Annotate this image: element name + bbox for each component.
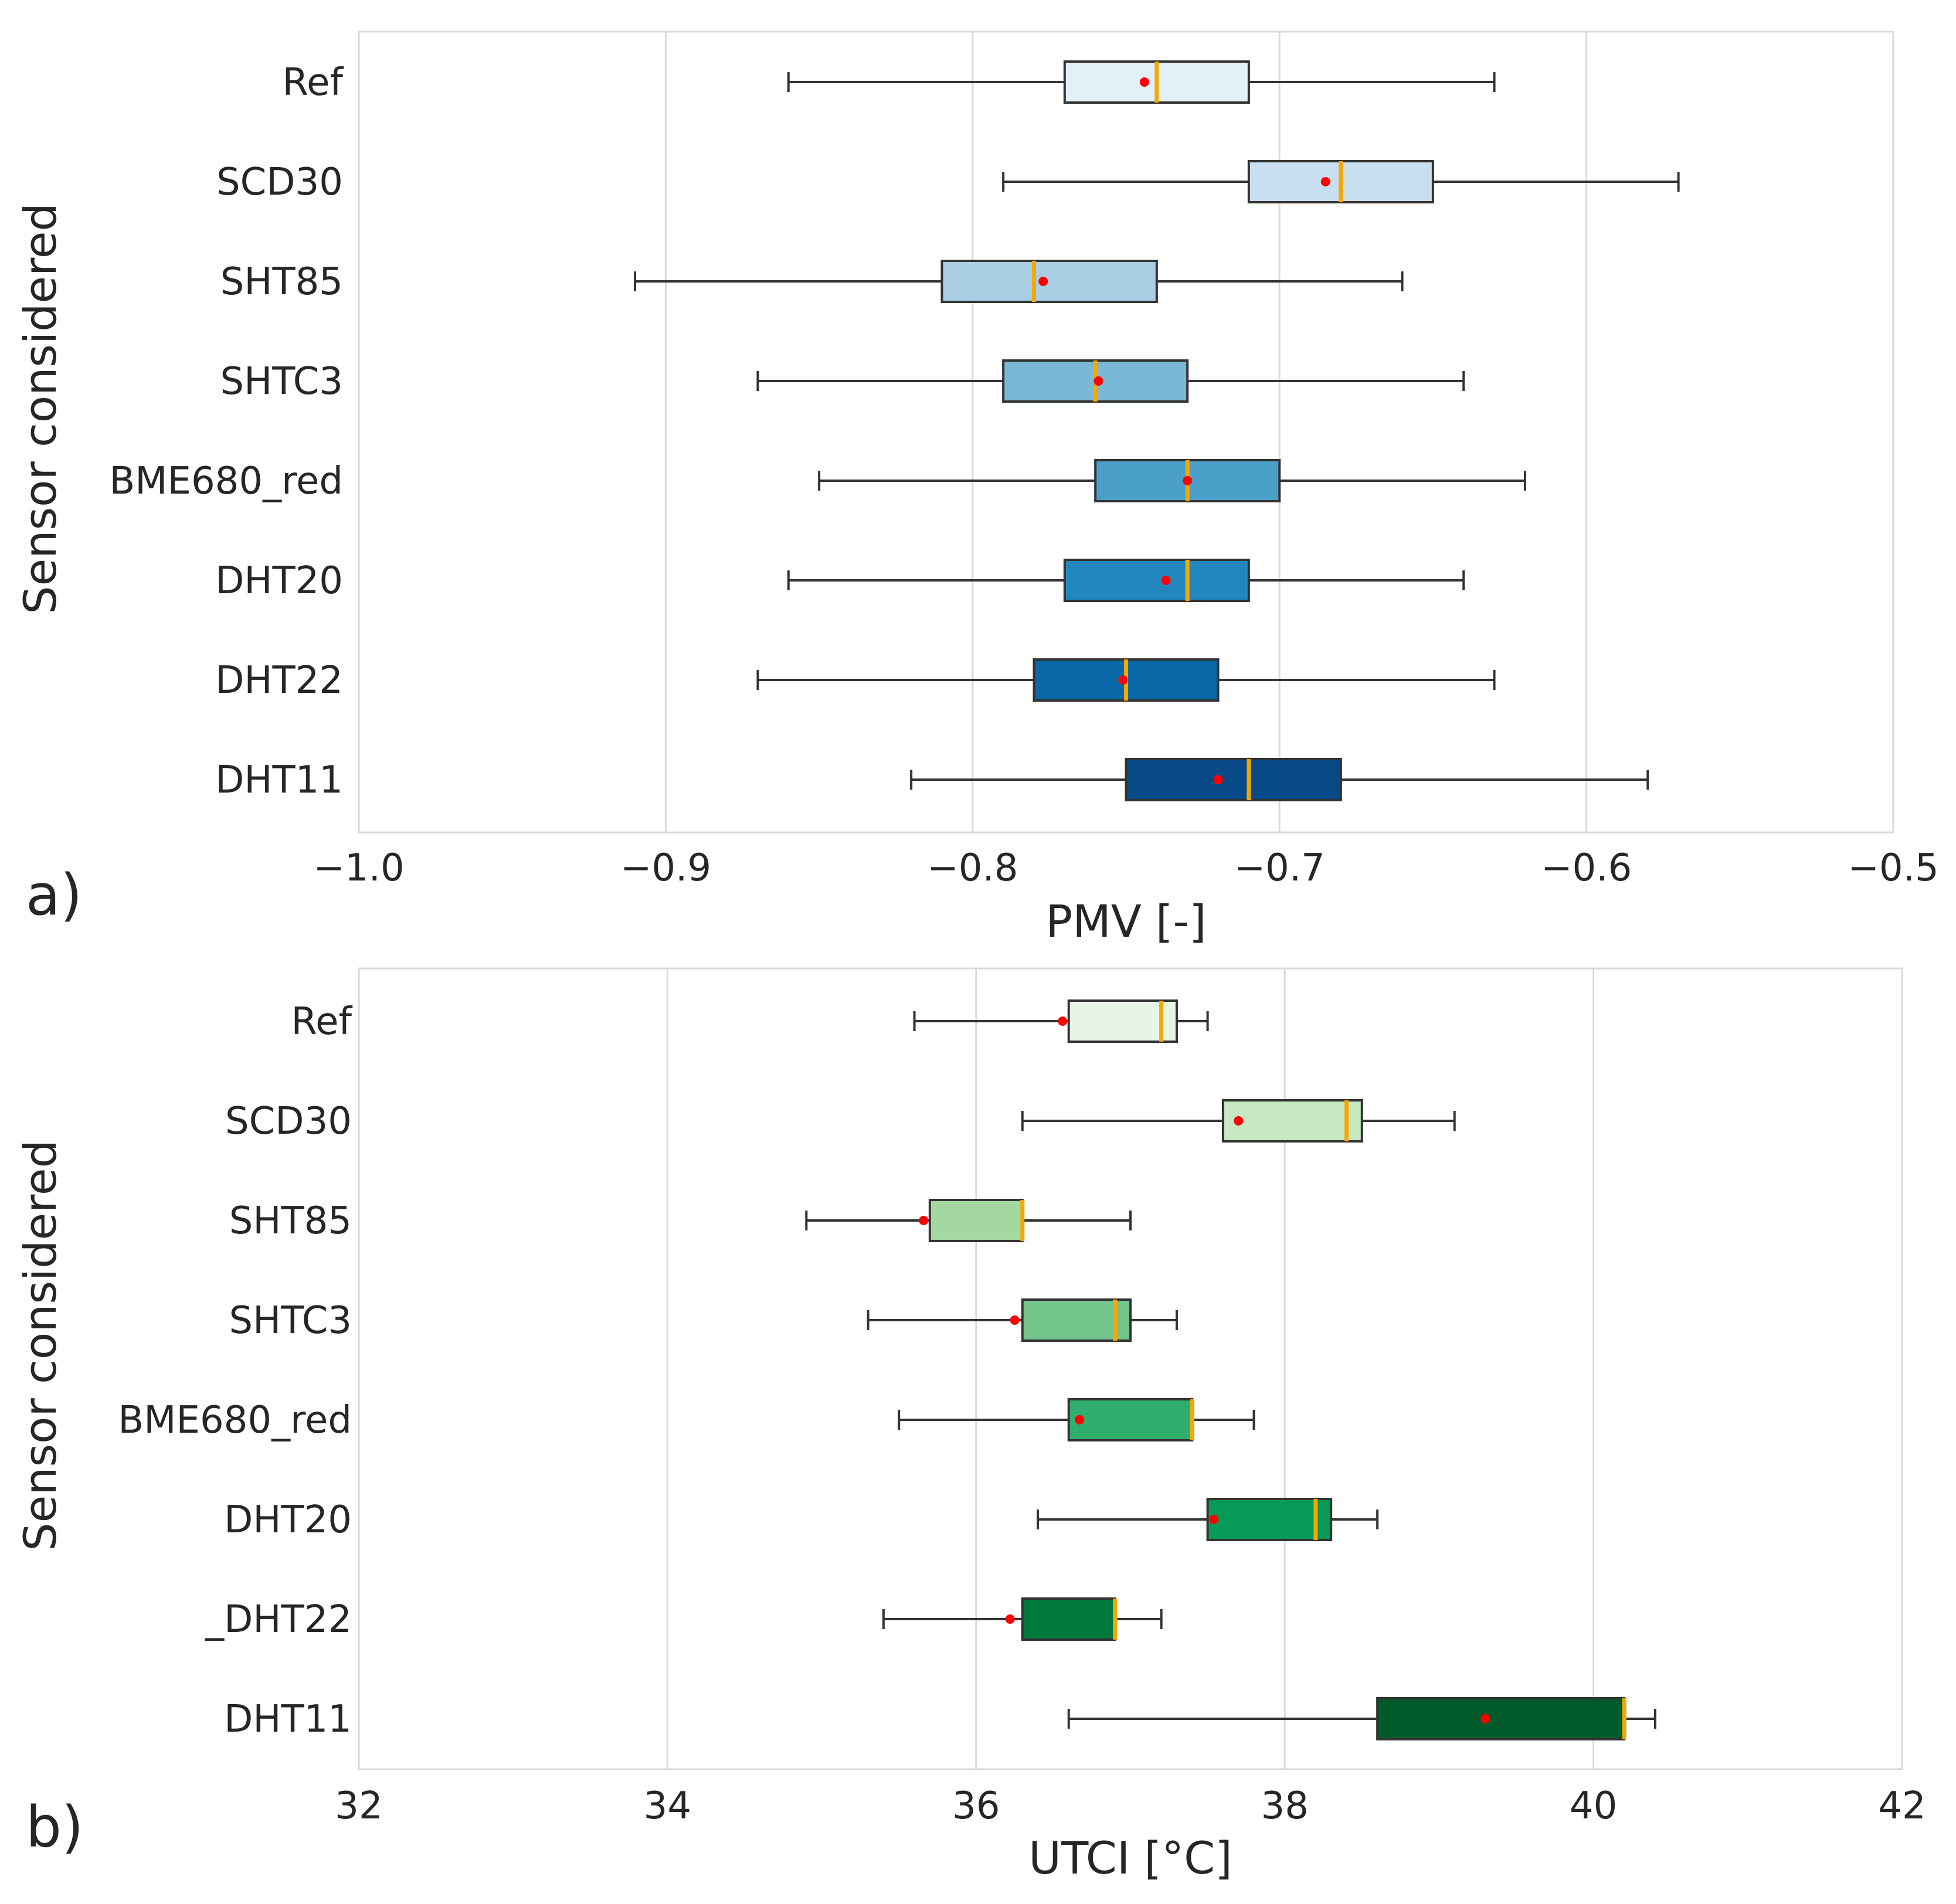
y-tick-label: SHT85 [220, 260, 343, 304]
x-tick-label: −0.5 [1848, 846, 1938, 890]
y-tick-label: SHTC3 [229, 1299, 352, 1342]
x-tick-label: 34 [644, 1784, 691, 1828]
y-tick-label: BME680_red [109, 460, 343, 503]
y-tick-label: DHT22 [215, 659, 343, 702]
box-dht22: DHT22 [215, 658, 1496, 702]
mean-point [1038, 277, 1048, 286]
mean-point [1118, 675, 1128, 685]
mean-point [1480, 1714, 1490, 1723]
box-iqr [1221, 1099, 1363, 1143]
y-tick-label: DHT20 [224, 1498, 352, 1542]
x-tick-label: 32 [335, 1784, 382, 1828]
y-tick-label: DHT11 [224, 1698, 352, 1741]
mean-point [1010, 1315, 1020, 1325]
box-ref: Ref [291, 999, 1209, 1043]
box-iqr [1376, 1697, 1626, 1740]
y-tick-label: DHT20 [215, 559, 343, 603]
mean-point [1161, 576, 1171, 585]
box-sht85: SHT85 [220, 260, 1404, 304]
box-iqr [1206, 1498, 1333, 1541]
y-tick-label: Ref [291, 1000, 353, 1043]
box-bme680_red: BME680_red [109, 459, 1526, 503]
panel-label: a) [26, 862, 82, 928]
mean-point [1139, 77, 1149, 87]
box-iqr [1067, 999, 1178, 1043]
box-iqr [1021, 1597, 1116, 1641]
box-scd30: SCD30 [225, 1099, 1456, 1143]
mean-point [1234, 1116, 1244, 1126]
x-tick-label: −0.6 [1541, 846, 1632, 890]
y-axis-title: Sensor considered [14, 203, 66, 614]
mean-point [1213, 775, 1223, 784]
x-axis-title: UTCI [°C] [1028, 1832, 1232, 1884]
mean-point [1094, 376, 1103, 386]
box-iqr [1021, 1298, 1132, 1342]
mean-point [1209, 1515, 1219, 1524]
plot-frame [358, 967, 1903, 1770]
box-dht11: DHT11 [224, 1697, 1656, 1741]
plot-frame [358, 30, 1894, 834]
y-tick-label: _DHT22 [205, 1598, 352, 1641]
x-tick-label: −0.7 [1234, 846, 1325, 890]
box-dht20: DHT20 [215, 559, 1465, 603]
mean-point [1075, 1415, 1085, 1424]
x-tick-label: −0.9 [620, 846, 711, 890]
box-iqr [1067, 1398, 1194, 1441]
y-tick-label: SCD30 [216, 161, 343, 204]
mean-point [1183, 476, 1193, 485]
y-tick-label: SHT85 [229, 1199, 352, 1243]
x-tick-label: 36 [952, 1784, 1000, 1828]
box-iqr [928, 1199, 1024, 1242]
panel-label: b) [26, 1794, 83, 1860]
panel-a: −1.0 −0.9 −0.8 −0.7 −0.6 −0.5 PMV [-] Sensor co… [14, 30, 1939, 947]
box-iqr [1063, 559, 1250, 602]
panel-b: 32 34 36 38 40 42 UTCI [°C] Sensor considered b)… [14, 967, 1926, 1884]
y-tick-label: SHTC3 [220, 360, 344, 403]
box-sht85: SHT85 [229, 1199, 1132, 1243]
box-ref: Ref [283, 60, 1496, 104]
x-tick-label: 42 [1878, 1784, 1926, 1828]
mean-point [919, 1216, 929, 1225]
box-dht20: DHT20 [224, 1498, 1379, 1542]
y-tick-label: Ref [283, 61, 344, 104]
x-tick-label: 40 [1570, 1784, 1617, 1828]
box-iqr [940, 260, 1158, 303]
y-tick-label: BME680_red [118, 1399, 352, 1442]
box-dht11: DHT11 [215, 758, 1649, 802]
y-tick-label: DHT11 [215, 759, 343, 802]
x-tick-label: −0.8 [927, 846, 1018, 890]
box-iqr [1125, 758, 1342, 801]
x-tick-label: −1.0 [313, 846, 404, 890]
mean-point [1058, 1016, 1068, 1026]
y-tick-label: SCD30 [225, 1100, 352, 1143]
box-scd30: SCD30 [216, 160, 1680, 204]
x-tick-label: 38 [1261, 1784, 1308, 1828]
mean-point [1005, 1614, 1015, 1624]
mean-point [1320, 177, 1330, 186]
box-shtc3: SHTC3 [229, 1298, 1178, 1342]
y-axis-title: Sensor considered [14, 1140, 66, 1551]
box-dht22: _DHT22 [205, 1597, 1163, 1641]
x-axis-title: PMV [-] [1045, 895, 1206, 947]
box-bme680_red: BME680_red [118, 1398, 1255, 1442]
box-shtc3: SHTC3 [220, 359, 1465, 403]
